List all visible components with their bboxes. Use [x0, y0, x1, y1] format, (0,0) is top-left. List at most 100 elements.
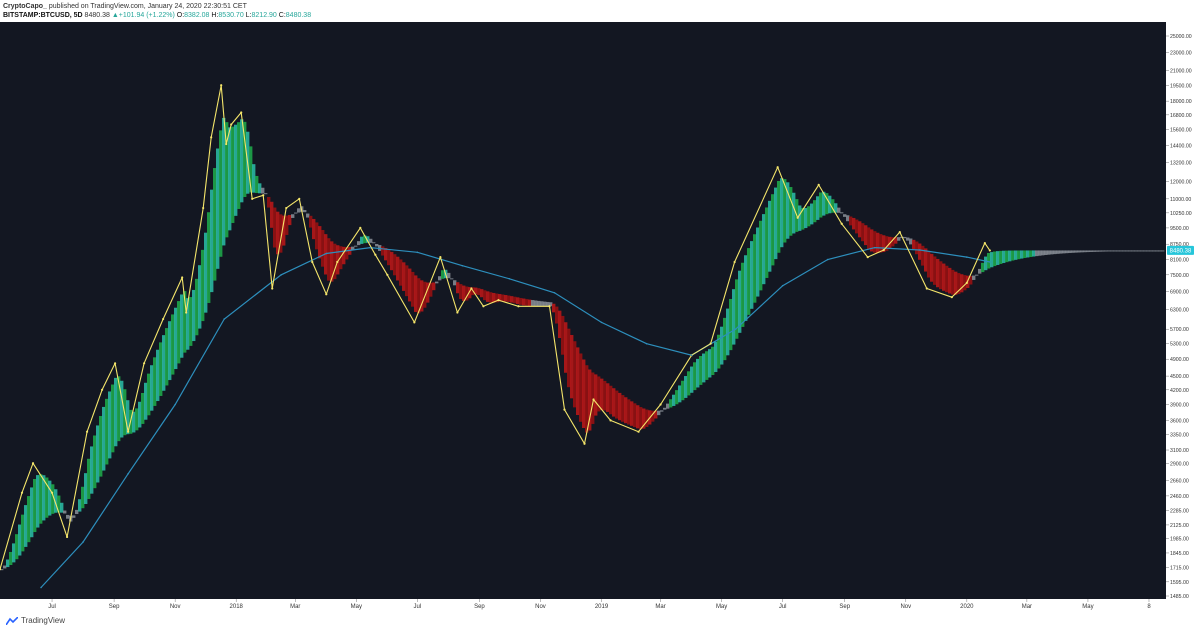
ribbon-segment: [621, 395, 625, 422]
ribbon-segment: [624, 397, 628, 424]
ribbon-segment: [1005, 250, 1009, 263]
ma-point: [127, 472, 129, 475]
ohlc-line: BITSTAMP:BTCUSD, 5D 8480.38 ▲+101.94 (+1…: [3, 11, 311, 20]
ribbon-segment: [120, 380, 124, 438]
ribbon-segment: [303, 210, 307, 213]
ribbon-segment: [690, 366, 694, 393]
open-value: 8382.08: [184, 12, 210, 19]
ribbon-segment: [48, 480, 52, 516]
ribbon-segment: [342, 246, 346, 265]
ribbon-segment: [1032, 250, 1036, 257]
ribbon-segment: [81, 486, 85, 509]
ribbon-segment: [384, 247, 388, 261]
ribbon-segment: [267, 196, 271, 208]
ribbon-segment: [186, 298, 190, 350]
ribbon-segment: [585, 365, 589, 433]
ribbon-segment: [1107, 250, 1111, 252]
ribbon-segment: [612, 388, 616, 417]
price-chart[interactable]: 25000.00 23000.00 21000.00 19500.00 18000.00…: [0, 22, 1200, 610]
price-point: [659, 403, 662, 406]
x-tick-label: Sep: [474, 604, 485, 610]
y-tick-label: 6300.00: [1170, 307, 1189, 313]
ribbon-segment: [435, 281, 439, 284]
author-name[interactable]: CryptoCapo_: [3, 3, 47, 10]
ribbon-segment: [1002, 250, 1006, 264]
y-tick-label: 2900.00: [1170, 461, 1189, 467]
ribbon-segment: [636, 405, 640, 429]
ribbon-segment: [939, 261, 943, 290]
ribbon-segment: [417, 278, 421, 314]
ribbon-segment: [297, 208, 301, 213]
price-point: [262, 194, 265, 197]
ribbon-segment: [1149, 250, 1153, 252]
ribbon-segment: [474, 287, 478, 295]
price-point: [983, 241, 986, 245]
ribbon-segment: [27, 496, 31, 543]
ribbon-segment: [744, 255, 748, 321]
ribbon-segment: [852, 217, 856, 230]
moving-average-line: [40, 246, 990, 588]
x-tick-label: May: [351, 604, 362, 610]
published-info: published on TradingView.com, January 24…: [46, 3, 247, 10]
y-tick-label: 2285.00: [1170, 509, 1189, 515]
ribbon-segment: [657, 410, 661, 416]
ribbon-segment: [591, 372, 595, 424]
y-tick-label: 2125.00: [1170, 523, 1189, 529]
price-point: [20, 491, 24, 494]
series-layer: [0, 84, 991, 589]
ribbon-segment: [54, 489, 58, 513]
price-point: [311, 260, 314, 264]
ribbon-segment: [1068, 250, 1072, 253]
ribbon-segment: [843, 214, 847, 217]
ribbon-segment: [972, 275, 976, 280]
ribbon-segment: [174, 307, 178, 370]
ribbon-segment: [312, 218, 316, 240]
ribbon-segment: [582, 359, 586, 428]
ribbon-segment: [72, 515, 76, 518]
ribbon-segment: [1131, 250, 1135, 252]
close-label: C:: [278, 12, 286, 19]
ribbon-segment: [909, 238, 913, 245]
ribbon-segment: [144, 382, 148, 420]
price-point: [439, 255, 442, 259]
ribbon-segment: [519, 297, 523, 305]
ribbon-segment: [1020, 250, 1024, 259]
price-point: [85, 430, 89, 433]
ribbon-segment: [39, 474, 43, 524]
ribbon-segment: [1071, 250, 1075, 253]
ribbon-segment: [954, 271, 958, 295]
ribbon-segment: [1122, 250, 1126, 252]
ribbon-segment: [921, 245, 925, 266]
ribbon-segment: [12, 543, 16, 563]
footer-brand[interactable]: TradingView: [21, 616, 66, 625]
ribbon-segment: [363, 235, 367, 244]
ribbon-segment: [543, 301, 547, 307]
y-tick-label: 2460.00: [1170, 494, 1189, 500]
ribbon-segment: [57, 495, 61, 513]
ribbon-segment: [906, 237, 910, 241]
ma-point: [873, 246, 876, 249]
price-point: [100, 388, 104, 391]
symbol-label: BITSTAMP:BTCUSD, 5D: [3, 12, 83, 19]
price-point: [776, 166, 779, 169]
ribbon-segment: [486, 291, 490, 302]
ribbon-segment: [135, 408, 139, 431]
ma-point: [826, 258, 829, 261]
price-point: [988, 249, 991, 252]
ribbon-segment: [957, 273, 961, 294]
price-point: [563, 408, 566, 411]
ribbon-segment: [249, 146, 253, 193]
ribbon-segment: [111, 384, 115, 453]
ribbon-segment: [189, 297, 193, 346]
y-tick-label: 4200.00: [1170, 388, 1189, 394]
ribbon-segment: [504, 295, 508, 302]
ribbon-segment: [1059, 250, 1063, 254]
ribbon-segment: [468, 287, 472, 299]
ribbon-segment: [372, 242, 376, 244]
price-point: [298, 197, 301, 200]
ribbon-segment: [18, 524, 22, 556]
ribbon-segment: [600, 378, 604, 411]
price-point: [733, 260, 736, 264]
ribbon-segment: [180, 294, 184, 358]
ribbon-segment: [837, 207, 841, 213]
